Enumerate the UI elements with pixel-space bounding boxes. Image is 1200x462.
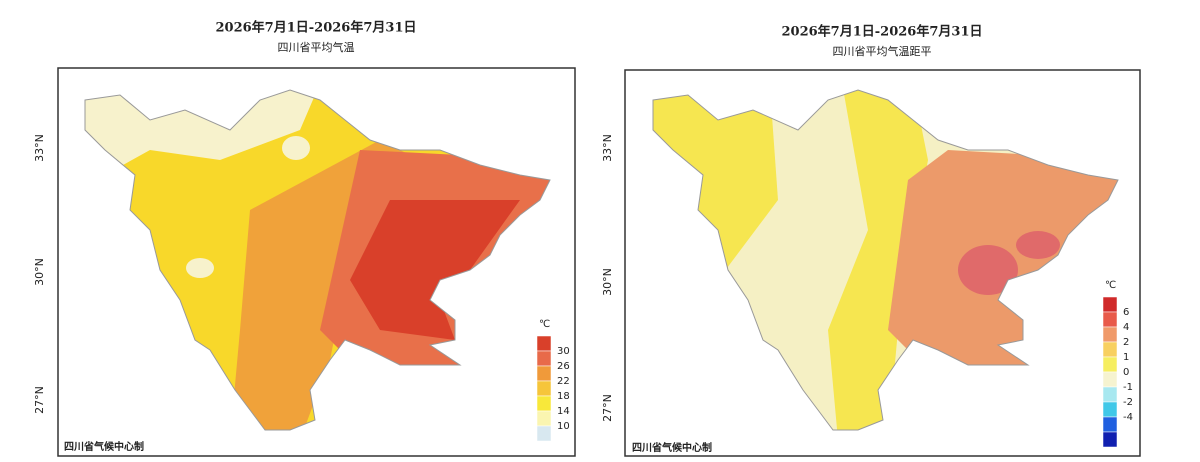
legend-swatch (1102, 326, 1118, 343)
border (84, 89, 551, 431)
latitude-label: 27°N (601, 394, 614, 422)
credit: 四川省气候中心制 (632, 441, 712, 454)
legend-swatch (536, 380, 552, 397)
legend-swatch (536, 335, 552, 352)
latitude-label: 30°N (601, 268, 614, 296)
legend-label: 30 (557, 346, 570, 357)
legend-swatch (536, 410, 552, 427)
legend-label: 14 (557, 406, 570, 417)
legend-label: -2 (1123, 397, 1133, 408)
latitude-label: 33°N (601, 134, 614, 162)
legend-label: -1 (1123, 382, 1133, 393)
legend-label: 0 (1123, 367, 1129, 378)
legend-swatch (1102, 311, 1118, 328)
credit: 四川省气候中心制 (64, 440, 144, 453)
legend-label: 1 (1123, 352, 1129, 363)
latitude-label: 33°N (33, 134, 46, 162)
legend-swatch (1102, 371, 1118, 388)
frame (624, 69, 1141, 457)
legend-swatch (536, 425, 552, 442)
legend-label: 22 (557, 376, 570, 387)
legend-swatch (1102, 386, 1118, 403)
subtitle: 四川省平均气温距平 (833, 44, 932, 58)
legend-swatch (536, 350, 552, 367)
legend-label: 2 (1123, 337, 1129, 348)
panel-right (624, 69, 1141, 457)
legend-label: 10 (557, 421, 570, 432)
legend-unit: ℃ (1105, 280, 1116, 291)
legend-swatch (536, 365, 552, 382)
legend-label: -4 (1123, 412, 1133, 423)
latitude-label: 30°N (33, 258, 46, 286)
frame (57, 67, 576, 457)
legend-swatch (1102, 431, 1118, 448)
legend-label: 4 (1123, 322, 1129, 333)
legend-swatch (536, 395, 552, 412)
map (85, 90, 550, 430)
legend-swatch (1102, 356, 1118, 373)
map (652, 89, 1119, 431)
legend-label: 26 (557, 361, 570, 372)
legend-unit: ℃ (539, 319, 550, 330)
legend-swatch (1102, 296, 1118, 313)
title: 2026年7月1日-2026年7月31日 (782, 24, 983, 40)
panel-left (57, 67, 576, 457)
title: 2026年7月1日-2026年7月31日 (216, 20, 417, 36)
legend-swatch (1102, 341, 1118, 358)
legend-swatch (1102, 401, 1118, 418)
legend-label: 6 (1123, 307, 1129, 318)
latitude-label: 27°N (33, 386, 46, 414)
legend-swatch (1102, 416, 1118, 433)
subtitle: 四川省平均气温 (278, 40, 355, 54)
legend-label: 18 (557, 391, 570, 402)
